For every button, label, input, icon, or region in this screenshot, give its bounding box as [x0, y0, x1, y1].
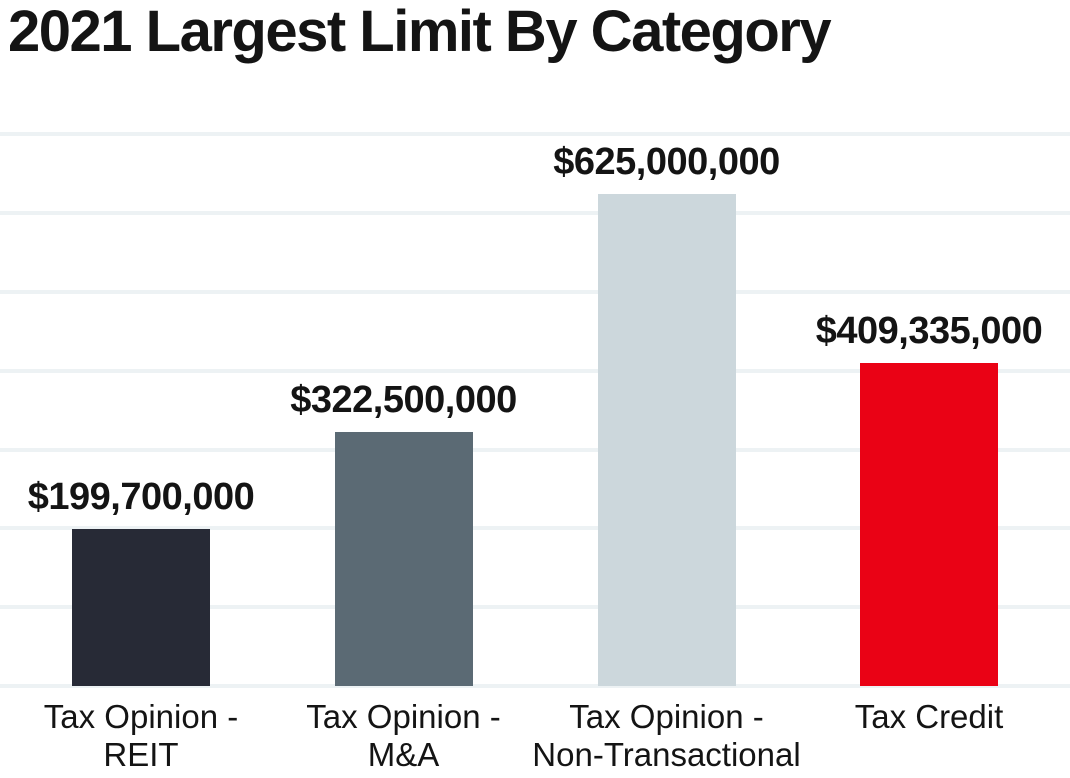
- bar-value-label: $409,335,000: [815, 310, 1043, 353]
- bar-value-label: $625,000,000: [553, 140, 780, 183]
- gridline: [0, 368, 1070, 373]
- gridline: [0, 132, 1070, 137]
- category-label-line: Tax Opinion -: [43, 698, 239, 735]
- chart-title: 2021 Largest Limit By Category: [8, 0, 832, 64]
- category-label-tax-opinion-non-transactional: Tax Opinion - Non-Transactional: [532, 698, 800, 774]
- category-label-line: Tax Opinion -: [569, 698, 764, 735]
- category-label-line: M&A: [367, 736, 440, 773]
- bar-tax-opinion-reit: [72, 528, 210, 686]
- bar-value-label: $199,700,000: [27, 475, 255, 518]
- gridline: [0, 211, 1070, 216]
- gridline: [0, 526, 1070, 531]
- category-label-line: Non-Transactional: [532, 736, 801, 773]
- bar-tax-opinion-m-a: [334, 431, 473, 686]
- category-label-tax-opinion-reit: Tax Opinion - REIT: [44, 698, 238, 774]
- bar-value-label: $322,500,000: [290, 378, 517, 421]
- gridline: [0, 290, 1070, 294]
- category-label-line: REIT: [103, 736, 179, 773]
- gridline: [0, 684, 1070, 688]
- gridline: [0, 605, 1070, 610]
- bar-tax-credit: [860, 363, 998, 686]
- category-label-tax-credit: Tax Credit: [855, 698, 1004, 736]
- category-label-line: Tax Opinion -: [306, 698, 501, 735]
- category-label-line: Tax Credit: [854, 698, 1004, 735]
- gridline: [0, 447, 1070, 452]
- bar-tax-opinion-non-transactional: [597, 193, 736, 686]
- category-label-tax-opinion-m-a: Tax Opinion - M&A: [306, 698, 500, 774]
